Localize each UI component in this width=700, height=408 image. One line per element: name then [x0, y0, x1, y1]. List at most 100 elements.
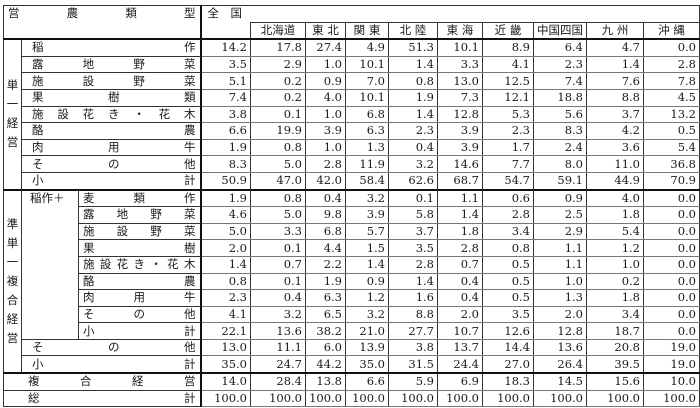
table-cell: 6.6 [200, 122, 251, 140]
table-cell: 1.9 [305, 272, 346, 291]
table-cell: 1.4 [345, 255, 389, 274]
farm-type-header: 営 農 類 型 [3, 5, 202, 40]
table-cell: 4.5 [643, 88, 700, 107]
table-cell: 5.8 [388, 206, 438, 224]
region-header: 北 陸 [388, 21, 438, 40]
table-cell: 6.0 [305, 338, 346, 357]
table-cell: 3.2 [345, 188, 389, 208]
table-cell: 4.1 [482, 55, 534, 74]
table-cell: 7.0 [345, 72, 389, 90]
region-header: 九 州 [586, 21, 644, 40]
table-cell: 14.5 [533, 372, 587, 391]
table-cell: 2.8 [305, 155, 346, 173]
table-cell: 0.4 [437, 289, 483, 307]
table-cell: 4.4 [305, 239, 346, 257]
table-cell: 47.0 [250, 171, 306, 191]
table-cell: 0.7 [437, 255, 483, 274]
table-cell: 6.3 [305, 289, 346, 307]
table-cell: 1.9 [388, 88, 438, 107]
table-cell: 13.6 [250, 322, 306, 340]
table-cell: 3.2 [345, 305, 389, 324]
table-cell: 1.1 [533, 255, 587, 274]
table-cell: 100.0 [345, 389, 389, 408]
table-cell: 1.4 [388, 272, 438, 291]
table-cell: 27.4 [305, 38, 346, 57]
table-cell: 1.4 [200, 255, 251, 274]
table-row: 露地野菜 4.6 5.0 9.8 3.9 5.8 1.4 2.8 2.5 1.8 0.0 [4, 206, 700, 224]
table-cell: 100.0 [305, 389, 346, 408]
row-label: その他 [21, 338, 202, 357]
table-cell: 3.6 [586, 138, 644, 157]
table-cell: 24.4 [437, 355, 483, 374]
table-cell: 26.4 [533, 355, 587, 374]
row-label: 小計 [21, 355, 202, 374]
table-cell: 6.3 [345, 122, 389, 140]
table-cell: 14.2 [200, 38, 251, 57]
table-cell: 2.3 [200, 289, 251, 307]
table-cell: 13.8 [305, 372, 346, 391]
table-cell: 0.4 [305, 188, 346, 208]
table-row: その他 13.0 11.1 6.0 13.9 3.8 13.7 14.4 13.6 20.8 19.… [4, 338, 700, 357]
table-cell: 12.1 [482, 88, 534, 107]
table-cell: 0.1 [250, 239, 306, 257]
row-label: 酪農 [21, 122, 202, 140]
table-cell: 100.0 [388, 389, 438, 408]
table-cell: 8.8 [388, 305, 438, 324]
table-cell: 5.3 [482, 105, 534, 124]
table-cell: 4.6 [200, 206, 251, 224]
row-label: 麦類作 [78, 188, 202, 208]
table-cell: 3.4 [482, 222, 534, 241]
table-cell: 2.8 [437, 239, 483, 257]
table-cell: 8.3 [200, 155, 251, 173]
table-cell: 7.4 [200, 88, 251, 107]
table-cell: 36.8 [643, 155, 700, 173]
table-cell: 3.7 [586, 105, 644, 124]
row-label: 複合経営 [3, 372, 202, 391]
row-label: 施設野菜 [21, 72, 202, 90]
table-cell: 3.9 [345, 206, 389, 224]
table-cell: 51.3 [388, 38, 438, 57]
table-cell: 50.9 [200, 171, 251, 191]
table-cell: 11.1 [250, 338, 306, 357]
table-cell: 0.8 [388, 72, 438, 90]
table-cell: 0.0 [643, 38, 700, 57]
row-label: 小計 [21, 171, 202, 191]
table-cell: 42.0 [305, 171, 346, 191]
table-cell: 22.1 [200, 322, 251, 340]
table-cell: 1.4 [388, 55, 438, 74]
table-row: 小計 50.9 47.0 42.0 58.4 62.6 68.7 54.7 59.1 44.9 70… [4, 171, 700, 191]
table-cell: 2.3 [388, 122, 438, 140]
table-cell: 6.6 [345, 372, 389, 391]
table-cell: 27.7 [388, 322, 438, 340]
row-label: 肉用牛 [78, 289, 202, 307]
table-row: 施設花き・花木 1.4 0.7 2.2 1.4 2.8 0.7 0.5 1.1 1.0 0.0 [4, 255, 700, 274]
table-cell: 17.8 [250, 38, 306, 57]
table-cell: 7.6 [586, 72, 644, 90]
table-cell: 11.0 [586, 155, 644, 173]
table-cell: 2.9 [250, 55, 306, 74]
table-cell: 0.2 [586, 272, 644, 291]
table-row: 酪農 0.8 0.1 1.9 0.9 1.4 0.4 0.5 1.0 0.2 0.0 [4, 272, 700, 291]
table-cell: 100.0 [586, 389, 644, 408]
table-cell: 5.4 [586, 222, 644, 241]
table-cell: 1.2 [586, 239, 644, 257]
table-cell: 0.9 [305, 72, 346, 90]
row-label: 施設野菜 [78, 222, 202, 241]
row-label: 小計 [78, 322, 202, 340]
table-row: 準単一複合経営 稲作＋ 麦類作 1.9 0.8 0.4 3.2 0.1 1.1 0.6 0.9 4.0… [3, 188, 700, 374]
table-cell: 18.7 [586, 322, 644, 340]
table-cell: 7.3 [437, 88, 483, 107]
table-cell: 13.9 [345, 338, 389, 357]
table-cell: 11.9 [345, 155, 389, 173]
table-cell: 0.4 [388, 138, 438, 157]
table-cell: 8.0 [533, 155, 587, 173]
table-row: 酪農 6.6 19.9 3.9 6.3 2.3 3.9 2.3 8.3 4.2 0.5 [4, 122, 700, 140]
table-row: 果樹類 7.4 0.2 4.0 10.1 1.9 7.3 12.1 18.8 8.8 4.5 [4, 88, 700, 107]
table-cell: 5.7 [345, 222, 389, 241]
table-cell: 13.2 [643, 105, 700, 124]
table-cell: 8.9 [482, 38, 534, 57]
table-cell: 7.7 [482, 155, 534, 173]
table-cell: 100.0 [200, 389, 251, 408]
table-cell: 13.0 [200, 338, 251, 357]
table-cell: 0.0 [643, 239, 700, 257]
